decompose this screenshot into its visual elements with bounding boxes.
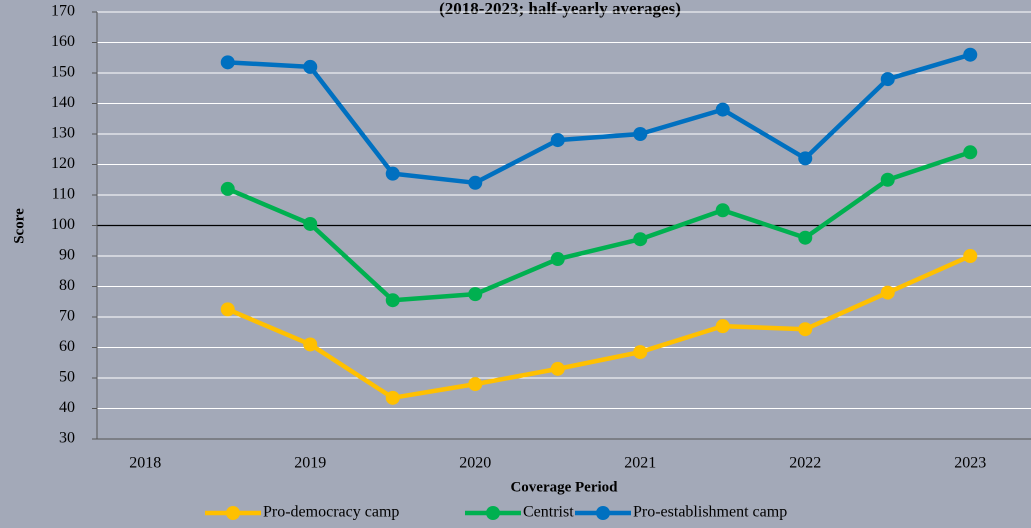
data-point: [385, 166, 400, 181]
data-point: [715, 319, 730, 334]
y-tick-label: 80: [59, 277, 75, 294]
data-point: [220, 302, 235, 317]
data-point: [715, 203, 730, 218]
data-point: [633, 127, 648, 141]
data-point: [963, 249, 978, 263]
y-tick-label: 90: [59, 247, 75, 264]
x-tick-label: 2020: [459, 455, 491, 472]
y-tick-label: 150: [51, 64, 75, 81]
x-tick-label: 2022: [789, 455, 821, 472]
legend-label: Pro-democracy camp: [263, 504, 399, 521]
y-tick-label: 50: [59, 369, 75, 386]
data-point: [303, 337, 318, 352]
y-tick-label: 70: [59, 308, 75, 325]
data-point: [798, 322, 813, 337]
data-point: [798, 151, 813, 166]
data-point: [550, 133, 565, 148]
data-point: [550, 252, 565, 267]
data-point: [633, 232, 648, 247]
chart-title: (2018-2023; half-yearly averages): [439, 0, 681, 18]
y-tick-label: 140: [51, 94, 75, 111]
legend-label: Pro-establishment camp: [633, 504, 787, 521]
data-point: [468, 377, 483, 392]
x-tick-label: 2021: [624, 455, 656, 472]
y-tick-label: 100: [51, 216, 75, 233]
legend-label: Centrist: [523, 504, 574, 521]
data-point: [798, 230, 813, 245]
y-tick-label: 30: [59, 430, 75, 447]
data-point: [303, 216, 318, 231]
series-line: [226, 150, 971, 303]
data-point: [385, 293, 400, 308]
y-tick-label: 120: [51, 155, 75, 172]
data-point: [715, 102, 730, 117]
x-tick-label: 2018: [129, 455, 161, 472]
legend-marker: [596, 506, 610, 520]
y-tick-label: 60: [59, 338, 75, 355]
data-point: [633, 345, 648, 360]
y-tick-label: 110: [52, 186, 75, 203]
data-point: [220, 181, 235, 196]
x-axis-label: Coverage Period: [510, 479, 618, 495]
y-axis-label: Score: [11, 208, 27, 244]
data-point: [385, 390, 400, 405]
series-line: [226, 253, 972, 401]
data-point: [963, 47, 978, 62]
legend-marker: [226, 506, 240, 520]
data-point: [550, 361, 565, 376]
data-point: [880, 72, 895, 87]
data-point: [303, 59, 318, 74]
y-tick-label: 160: [51, 33, 75, 50]
x-tick-label: 2023: [954, 455, 986, 472]
data-point: [963, 145, 978, 160]
data-point: [880, 172, 895, 187]
x-tick-label: 2019: [294, 455, 326, 472]
series-line: [227, 52, 971, 186]
data-point: [468, 175, 483, 190]
legend-marker: [486, 506, 500, 520]
y-tick-label: 170: [51, 3, 75, 20]
data-point: [880, 285, 895, 300]
y-tick-label: 130: [51, 125, 75, 142]
data-point: [220, 55, 235, 70]
y-tick-label: 40: [59, 399, 75, 416]
data-point: [468, 287, 483, 302]
